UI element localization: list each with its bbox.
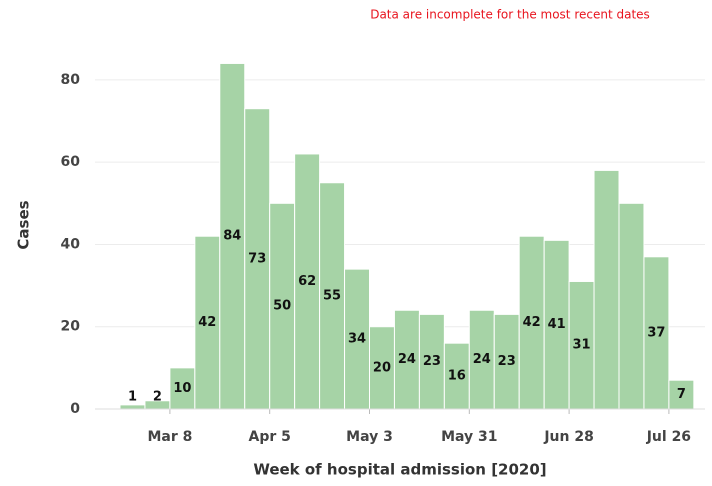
value-label: 34 xyxy=(348,332,366,347)
y-tick-label: 80 xyxy=(61,72,81,88)
bar xyxy=(443,342,470,410)
bar xyxy=(518,235,545,410)
bar xyxy=(643,256,670,410)
x-tick-label: Jul 26 xyxy=(646,429,691,445)
value-label: 42 xyxy=(198,315,216,330)
bar xyxy=(269,202,296,410)
bar xyxy=(668,379,695,410)
y-axis-label: Cases xyxy=(15,200,33,249)
value-label: 24 xyxy=(398,352,416,367)
value-label: 16 xyxy=(448,369,466,384)
x-tick-label: Apr 5 xyxy=(249,429,291,445)
value-label: 73 xyxy=(248,251,266,266)
note: Data are incomplete for the most recent … xyxy=(370,8,650,22)
bar xyxy=(294,153,321,410)
value-label: 62 xyxy=(298,274,316,289)
bar xyxy=(344,268,370,410)
value-label: 10 xyxy=(173,381,191,396)
y-tick-label: 0 xyxy=(70,401,80,417)
x-tick-label: Jun 28 xyxy=(543,429,594,445)
bar xyxy=(119,404,146,410)
x-axis-label: Week of hospital admission [2020] xyxy=(253,461,546,479)
value-label: 24 xyxy=(473,352,491,367)
y-tick-label: 60 xyxy=(61,154,81,170)
value-label: 55 xyxy=(323,288,341,303)
value-label: 42 xyxy=(523,315,541,330)
value-label: 50 xyxy=(273,299,291,314)
y-tick-label: 40 xyxy=(61,236,81,252)
bar xyxy=(219,62,246,410)
value-label: 2 xyxy=(153,390,162,405)
x-tick-label: May 3 xyxy=(346,429,393,445)
bar xyxy=(618,202,645,410)
value-label: 20 xyxy=(373,360,391,375)
value-label: 23 xyxy=(423,354,441,369)
value-label: 41 xyxy=(548,317,566,332)
bar xyxy=(418,313,445,410)
value-label: 84 xyxy=(223,229,241,244)
x-tick-label: May 31 xyxy=(441,429,497,445)
value-label: 1 xyxy=(128,390,137,405)
value-label: 23 xyxy=(498,354,516,369)
y-tick-label: 20 xyxy=(61,319,81,335)
x-tick-label: Mar 8 xyxy=(147,429,192,445)
bar xyxy=(194,235,221,410)
value-label: 37 xyxy=(647,325,665,340)
bar xyxy=(468,309,495,410)
bar xyxy=(593,169,620,410)
value-label: 7 xyxy=(677,387,686,402)
value-label: 31 xyxy=(573,338,591,353)
